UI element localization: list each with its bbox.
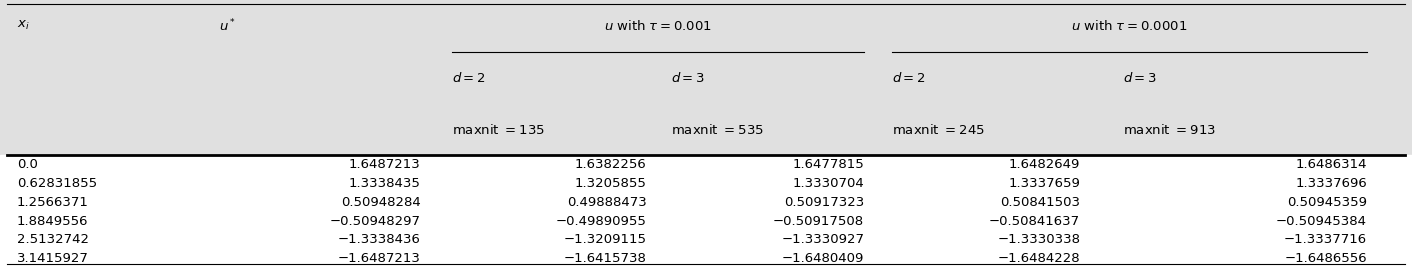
- Text: 1.3338435: 1.3338435: [349, 177, 421, 190]
- Text: 0.0: 0.0: [17, 158, 38, 171]
- Text: 1.6482649: 1.6482649: [1008, 158, 1080, 171]
- Text: 0.49888473: 0.49888473: [568, 196, 647, 209]
- Text: 0.50945359: 0.50945359: [1286, 196, 1367, 209]
- Text: −1.3330927: −1.3330927: [781, 233, 864, 246]
- Text: maxnit $= 135$: maxnit $= 135$: [452, 122, 545, 136]
- Text: 1.3337696: 1.3337696: [1295, 177, 1367, 190]
- Text: −0.49890955: −0.49890955: [556, 215, 647, 228]
- Text: −1.6415738: −1.6415738: [563, 252, 647, 265]
- Text: $d = 2$: $d = 2$: [892, 71, 926, 85]
- Text: −1.3209115: −1.3209115: [563, 233, 647, 246]
- Point: [884, 50, 901, 53]
- Text: 2.5132742: 2.5132742: [17, 233, 89, 246]
- Text: 1.3330704: 1.3330704: [792, 177, 864, 190]
- Text: $d = 3$: $d = 3$: [1123, 71, 1156, 85]
- Text: −1.3330338: −1.3330338: [997, 233, 1080, 246]
- Text: 0.50841503: 0.50841503: [1000, 196, 1080, 209]
- Text: 1.6477815: 1.6477815: [792, 158, 864, 171]
- Bar: [0, 155, 1412, 268]
- Text: 1.3337659: 1.3337659: [1008, 177, 1080, 190]
- Text: −1.6484228: −1.6484228: [997, 252, 1080, 265]
- Text: $u^*$: $u^*$: [219, 18, 236, 34]
- Text: 1.8849556: 1.8849556: [17, 215, 89, 228]
- Text: $d = 2$: $d = 2$: [452, 71, 486, 85]
- Text: 0.50948284: 0.50948284: [342, 196, 421, 209]
- Bar: [0, 0, 1412, 155]
- Text: maxnit $= 245$: maxnit $= 245$: [892, 122, 986, 136]
- Text: $x_i$: $x_i$: [17, 19, 30, 32]
- Text: 1.6382256: 1.6382256: [575, 158, 647, 171]
- Text: 3.1415927: 3.1415927: [17, 252, 89, 265]
- Text: −0.50917508: −0.50917508: [772, 215, 864, 228]
- Text: −1.6487213: −1.6487213: [337, 252, 421, 265]
- Text: −0.50945384: −0.50945384: [1276, 215, 1367, 228]
- Text: −1.6486556: −1.6486556: [1284, 252, 1367, 265]
- Text: 1.6486314: 1.6486314: [1295, 158, 1367, 171]
- Text: $u$ with $\tau = 0.0001$: $u$ with $\tau = 0.0001$: [1072, 19, 1187, 33]
- Text: $u$ with $\tau = 0.001$: $u$ with $\tau = 0.001$: [604, 19, 712, 33]
- Text: −1.6480409: −1.6480409: [782, 252, 864, 265]
- Text: maxnit $= 913$: maxnit $= 913$: [1123, 122, 1216, 136]
- Text: $d = 3$: $d = 3$: [671, 71, 705, 85]
- Text: maxnit $= 535$: maxnit $= 535$: [671, 122, 764, 136]
- Text: −0.50841637: −0.50841637: [988, 215, 1080, 228]
- Point: [443, 50, 460, 53]
- Text: 1.2566371: 1.2566371: [17, 196, 89, 209]
- Text: −0.50948297: −0.50948297: [330, 215, 421, 228]
- Text: −1.3337716: −1.3337716: [1284, 233, 1367, 246]
- Point: [1358, 50, 1375, 53]
- Text: 0.50917323: 0.50917323: [784, 196, 864, 209]
- Point: [856, 50, 873, 53]
- Text: 1.3205855: 1.3205855: [575, 177, 647, 190]
- Text: 0.62831855: 0.62831855: [17, 177, 97, 190]
- Text: −1.3338436: −1.3338436: [337, 233, 421, 246]
- Text: 1.6487213: 1.6487213: [349, 158, 421, 171]
